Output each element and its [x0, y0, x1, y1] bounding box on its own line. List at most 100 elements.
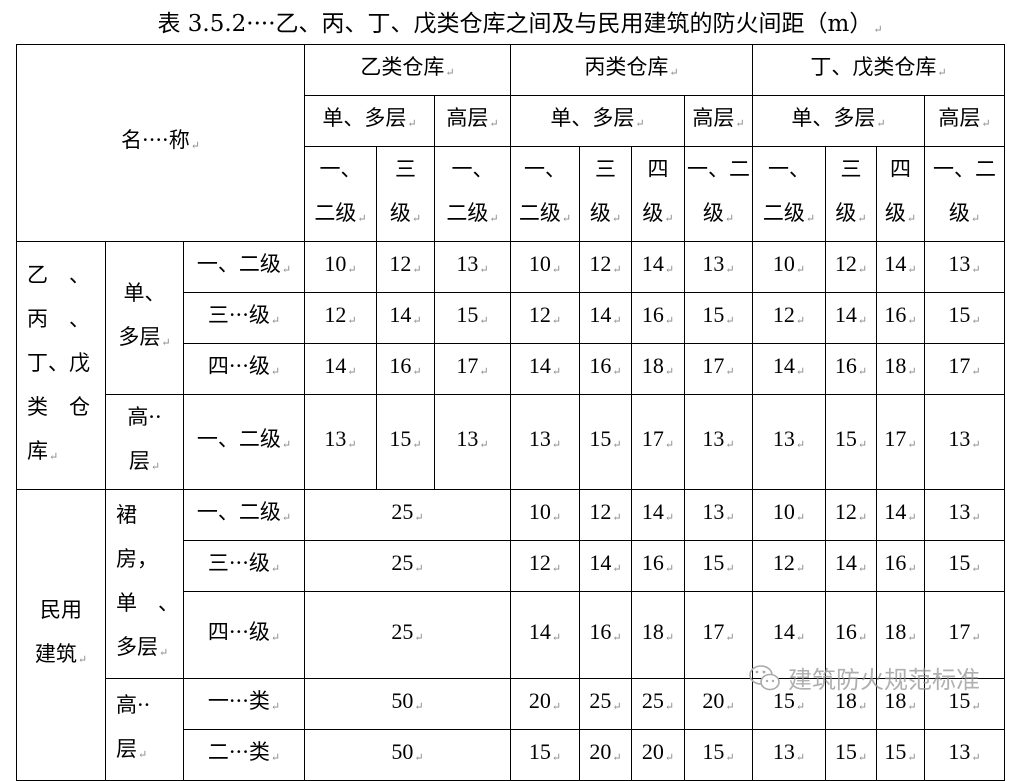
distance-cell: 14 — [510, 343, 580, 395]
distance-cell: 13 — [924, 241, 1005, 293]
cell-text: 三···级 — [208, 551, 280, 575]
distance-cell: 15 — [825, 729, 877, 781]
header-cell: 一、二级 — [183, 394, 305, 490]
cell-text: 二···类 — [208, 740, 280, 764]
cell-text: 12 — [589, 251, 621, 276]
distance-cell: 17 — [876, 394, 925, 490]
distance-cell: 18 — [876, 591, 925, 679]
cell-text: 14 — [835, 302, 867, 327]
cell-text: 15 — [835, 739, 867, 764]
distance-cell: 14 — [752, 591, 826, 679]
cell-text: 14 — [529, 353, 561, 378]
distance-cell: 15 — [825, 394, 877, 490]
header-cell: 三···级 — [183, 540, 305, 592]
cell-text: 14 — [389, 302, 421, 327]
cell-text: 一、 二级 — [446, 157, 498, 225]
cell-text: 12 — [773, 302, 805, 327]
header-cell: 一、 二级 — [510, 146, 580, 242]
header-cell: 高层 — [434, 95, 511, 147]
cell-text: 14 — [529, 619, 561, 644]
distance-cell: 12 — [376, 241, 435, 293]
header-cell: 高·· 层 — [105, 678, 184, 781]
distance-cell: 16 — [825, 591, 877, 679]
cell-text: 四 级 — [885, 157, 916, 225]
cell-text: 15 — [773, 688, 805, 713]
distance-cell: 14 — [876, 489, 925, 541]
cell-text: 17 — [948, 619, 980, 644]
distance-cell: 20 — [579, 729, 632, 781]
header-cell: 四 级 — [876, 146, 925, 242]
cell-text: 高·· 层 — [116, 693, 150, 761]
watermark-text: 建筑防火规范标准 — [788, 666, 980, 694]
header-cell: 民用 建筑 — [16, 489, 106, 781]
distance-cell: 15 — [376, 394, 435, 490]
cell-text: 15 — [702, 302, 734, 327]
distance-cell: 18 — [825, 678, 877, 730]
header-cell: 三 级 — [825, 146, 877, 242]
distance-cell: 12 — [752, 292, 826, 344]
cell-text: 14 — [773, 353, 805, 378]
header-cell: 三···级 — [183, 292, 305, 344]
distance-cell: 10 — [510, 489, 580, 541]
header-cell: 裙 房， 单 、 多层 — [105, 489, 184, 679]
distance-cell: 18 — [876, 678, 925, 730]
header-cell: 一、二级 — [183, 241, 305, 293]
distance-cell: 13 — [684, 489, 753, 541]
distance-cell: 17 — [924, 343, 1005, 395]
cell-text: 四 级 — [642, 157, 673, 225]
table-row: 乙 、 丙 、 丁、戊 类 仓 库单、 多层一、二级10121310121413… — [16, 241, 1005, 490]
header-cell: 四 级 — [631, 146, 685, 242]
cell-text: 17 — [948, 353, 980, 378]
distance-cell: 15 — [876, 729, 925, 781]
distance-cell: 15 — [684, 729, 753, 781]
cell-text: 14 — [773, 619, 805, 644]
cell-text: 15 — [702, 550, 734, 575]
cell-text: 单、多层 — [322, 106, 416, 130]
header-cell: 三 级 — [376, 146, 435, 242]
cell-text: 15 — [389, 426, 421, 451]
cell-text: 丁、戊类仓库 — [810, 55, 946, 79]
distance-cell: 15 — [579, 394, 632, 490]
cell-text: 四···级 — [208, 354, 280, 378]
distance-cell: 25 — [304, 540, 511, 592]
cell-text: 一、二 级 — [933, 157, 996, 225]
cell-text: 13 — [456, 251, 488, 276]
header-cell: 单、多层 — [304, 95, 435, 147]
distance-cell: 17 — [434, 343, 511, 395]
distance-cell: 13 — [304, 394, 377, 490]
cell-text: 一、二级 — [197, 427, 291, 451]
header-cell: 单、 多层 — [105, 241, 184, 395]
cell-text: 16 — [589, 619, 621, 644]
header-cell: 乙类仓库 — [304, 44, 511, 96]
cell-text: 18 — [642, 619, 674, 644]
cell-text: 20 — [702, 688, 734, 713]
cell-text: 丙类仓库 — [584, 55, 678, 79]
cell-text: 15 — [529, 739, 561, 764]
cell-text: 13 — [948, 499, 980, 524]
cell-text: 三 级 — [590, 157, 621, 225]
header-cell: 一、二 级 — [924, 146, 1005, 242]
distance-cell: 14 — [825, 292, 877, 344]
distance-cell: 15 — [924, 540, 1005, 592]
cell-text: 18 — [884, 619, 916, 644]
header-cell: 单、多层 — [752, 95, 925, 147]
cell-text: 13 — [324, 426, 356, 451]
cell-text: 15 — [589, 426, 621, 451]
distance-cell: 13 — [924, 394, 1005, 490]
distance-cell: 25 — [304, 591, 511, 679]
cell-text: 15 — [884, 739, 916, 764]
distance-cell: 17 — [924, 591, 1005, 679]
cell-text: 17 — [456, 353, 488, 378]
cell-text: 17 — [642, 426, 674, 451]
cell-text: 14 — [324, 353, 356, 378]
cell-text: 14 — [884, 251, 916, 276]
cell-text: 16 — [835, 353, 867, 378]
cell-text: 12 — [529, 302, 561, 327]
distance-cell: 14 — [631, 241, 685, 293]
cell-text: 15 — [702, 739, 734, 764]
cell-text: 高·· 层 — [127, 405, 161, 473]
header-cell: 一、 二级 — [304, 146, 377, 242]
distance-cell: 50 — [304, 678, 511, 730]
header-cell: 一、二级 — [183, 489, 305, 541]
distance-cell: 15 — [924, 678, 1005, 730]
